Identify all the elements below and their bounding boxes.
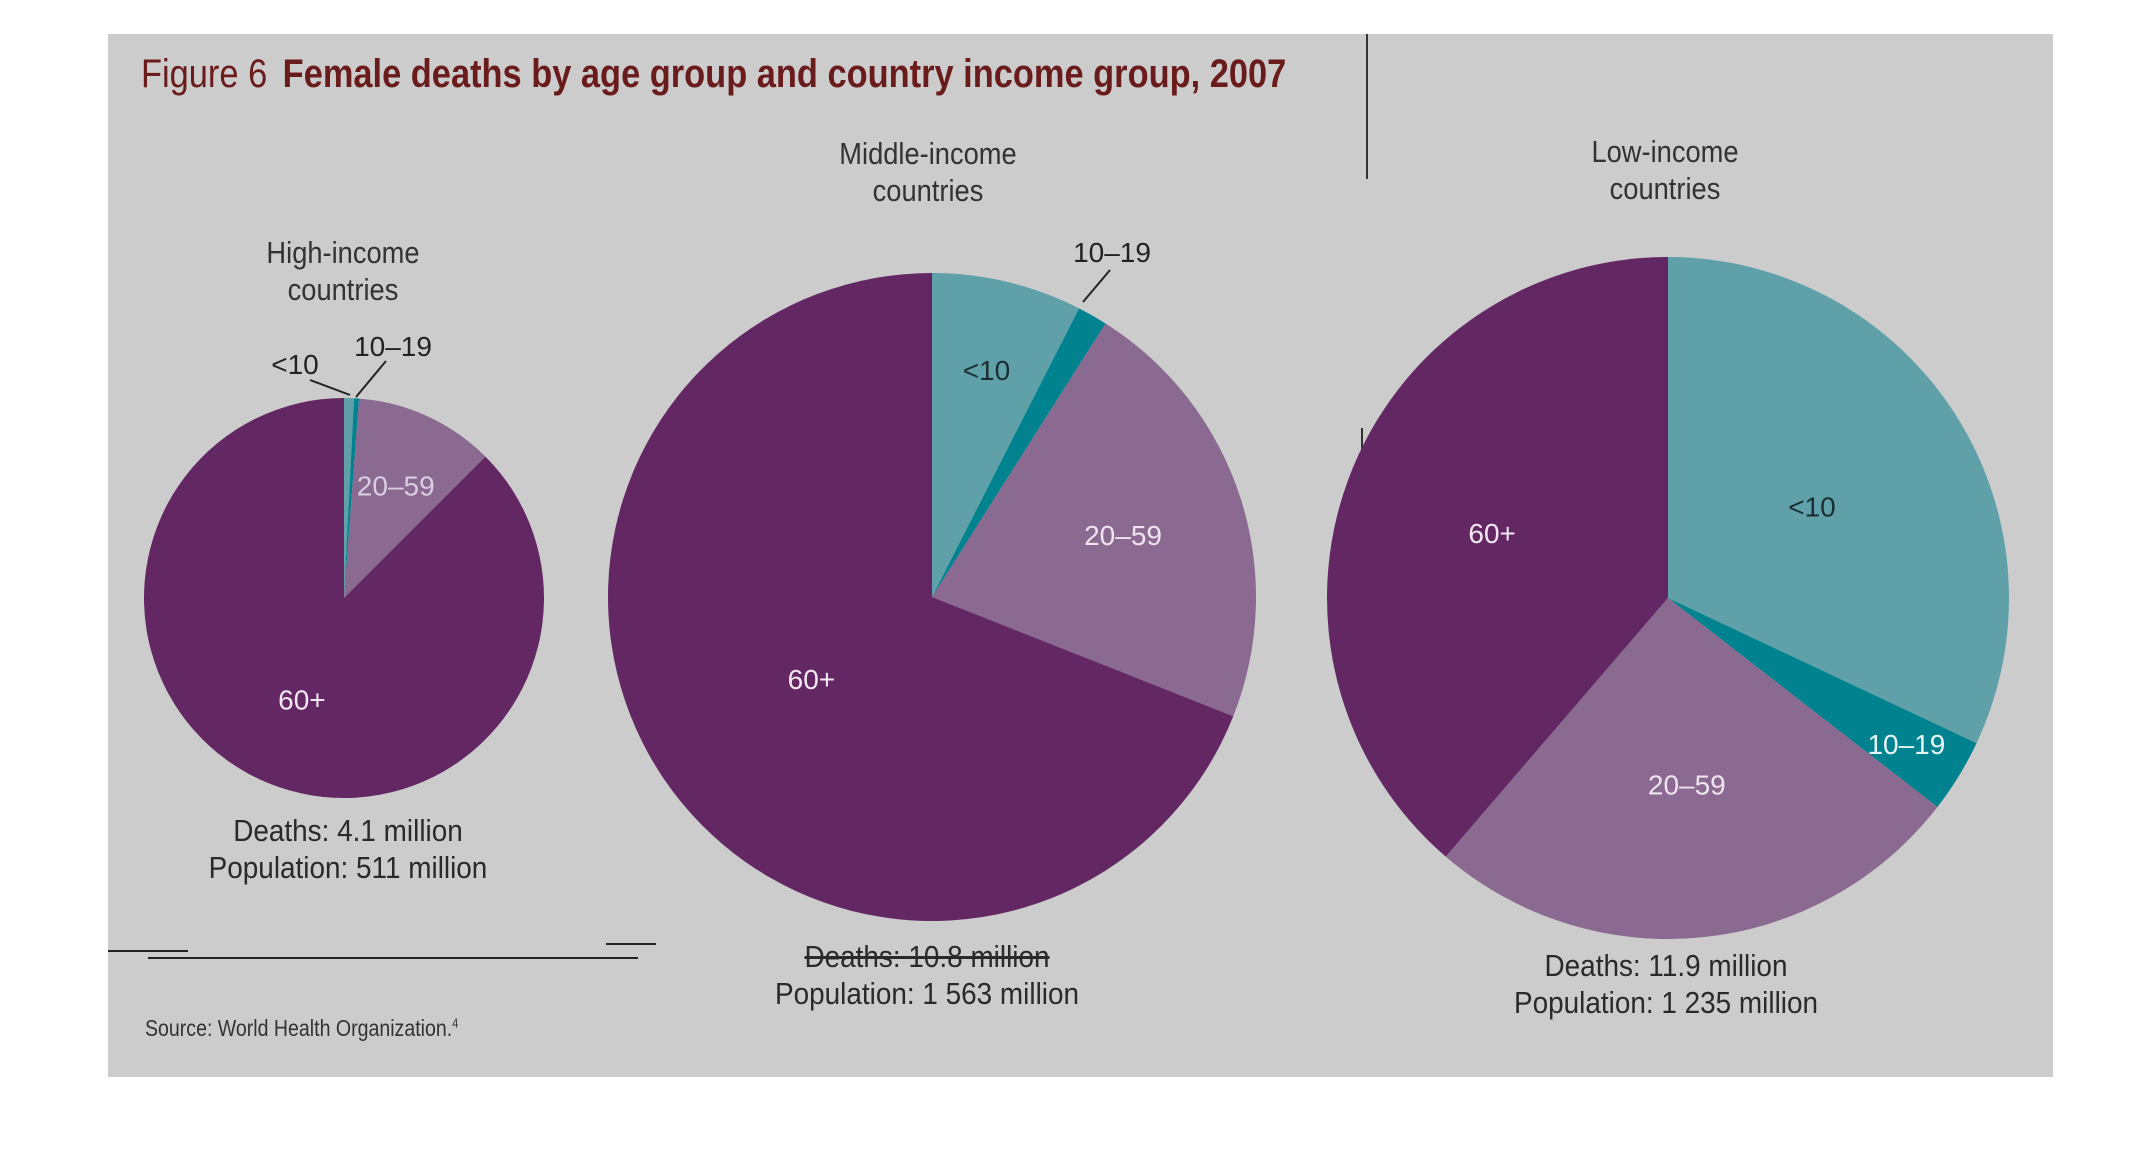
middle-income-slice-60-plus	[607, 273, 1234, 922]
middle-income-slice-20-59	[932, 323, 1256, 717]
low-income-label-under-10: <10	[1788, 492, 1836, 523]
low-income-slice-20-59	[1445, 598, 1938, 939]
low-income-title-line2: countries	[1609, 171, 1721, 206]
high-income-pie: <10 10–19 20–59 60+	[143, 331, 544, 798]
source-note: Source: World Health Organization.4	[145, 1015, 458, 1042]
middle-income-label-under-10: <10	[963, 355, 1011, 386]
high-income-label-under-10: <10	[271, 349, 319, 380]
figure-number: Figure 6	[141, 52, 268, 96]
high-income-title: High-income countries	[202, 234, 484, 308]
high-income-label-60-plus: 60+	[278, 685, 326, 716]
high-income-leader-10-19	[355, 360, 387, 398]
low-income-caption: Deaths: 11.9 million Population: 1 235 m…	[1459, 947, 1873, 1021]
middle-income-title: Middle-income countries	[787, 135, 1069, 209]
middle-income-title-line2: countries	[872, 173, 984, 208]
high-income-slice-10-19	[344, 398, 360, 598]
middle-income-deaths: Deaths: 10.8 million	[804, 939, 1050, 974]
high-income-deaths: Deaths: 4.1 million	[233, 813, 463, 848]
figure-title: Figure 6 Female deaths by age group and c…	[141, 52, 1286, 97]
middle-income-title-line1: Middle-income	[839, 136, 1017, 171]
low-income-slice-under-10	[1668, 257, 2009, 744]
high-income-slice-20-59	[344, 398, 486, 598]
middle-income-caption: Deaths: 10.8 million Population: 1 563 m…	[720, 938, 1134, 1012]
low-income-pie: <10 10–19 20–59 60+	[1327, 257, 2009, 939]
middle-income-label-20-59: 20–59	[1084, 520, 1162, 551]
low-income-label-60-plus: 60+	[1468, 518, 1516, 549]
high-income-caption: Deaths: 4.1 million Population: 511 mill…	[141, 812, 555, 886]
middle-income-slice-under-10	[932, 273, 1080, 597]
high-income-population: Population: 511 million	[208, 850, 488, 885]
high-income-label-20-59: 20–59	[357, 470, 435, 501]
low-income-label-20-59: 20–59	[1648, 770, 1726, 801]
rule-line	[606, 943, 656, 945]
middle-income-label-60-plus: 60+	[788, 664, 836, 695]
high-income-leader-under-10	[309, 379, 351, 396]
low-income-deaths: Deaths: 11.9 million	[1544, 948, 1788, 983]
high-income-slice-under-10	[344, 398, 355, 598]
low-income-slice-10-19	[1668, 598, 1977, 808]
middle-income-leader-10-19	[1082, 269, 1111, 303]
high-income-label-10-19: 10–19	[354, 331, 432, 362]
middle-income-pie: <10 10–19 20–59 60+	[607, 237, 1256, 922]
source-reference: 4	[452, 1015, 459, 1031]
low-income-slice-60-plus	[1327, 257, 1668, 857]
low-income-population: Population: 1 235 million	[1513, 985, 1819, 1020]
rule-line	[148, 957, 638, 959]
middle-income-slice-10-19	[932, 308, 1106, 597]
low-income-title-line1: Low-income	[1591, 134, 1739, 169]
high-income-title-line2: countries	[287, 272, 399, 307]
high-income-slice-60-plus	[143, 398, 544, 798]
middle-income-label-10-19: 10–19	[1073, 237, 1151, 268]
low-income-label-10-19: 10–19	[1867, 729, 1945, 760]
figure-title-text: Female deaths by age group and country i…	[282, 52, 1287, 96]
source-text: Source: World Health Organization.	[145, 1015, 453, 1041]
middle-income-population: Population: 1 563 million	[774, 976, 1080, 1011]
rule-line	[108, 950, 188, 952]
divider-line	[1366, 34, 1368, 179]
low-income-title: Low-income countries	[1524, 133, 1806, 207]
high-income-title-line1: High-income	[266, 235, 420, 270]
